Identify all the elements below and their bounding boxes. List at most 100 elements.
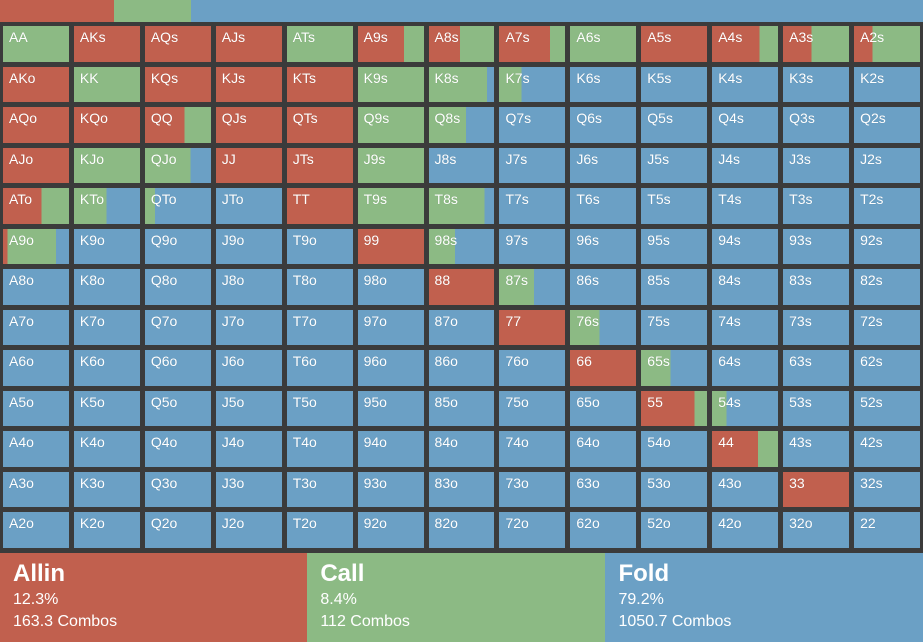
hand-cell-Q5o[interactable]: Q5o	[144, 390, 211, 427]
hand-cell-KJs[interactable]: KJs	[215, 66, 282, 103]
hand-cell-97o[interactable]: 97o	[357, 309, 424, 346]
hand-cell-Q6o[interactable]: Q6o	[144, 350, 211, 386]
hand-cell-Q7s[interactable]: Q7s	[499, 107, 566, 143]
hand-cell-T4o[interactable]: T4o	[286, 431, 353, 467]
hand-cell-K5s[interactable]: K5s	[641, 66, 708, 103]
hand-cell-83s[interactable]: 83s	[783, 269, 850, 305]
hand-cell-54s[interactable]: 54s	[712, 390, 779, 427]
hand-cell-ATs[interactable]: ATs	[286, 26, 353, 62]
hand-cell-A6o[interactable]: A6o	[3, 350, 69, 386]
hand-cell-ATo[interactable]: ATo	[3, 188, 69, 224]
hand-cell-75o[interactable]: 75o	[499, 390, 566, 427]
hand-cell-Q2o[interactable]: Q2o	[144, 512, 211, 548]
hand-cell-52o[interactable]: 52o	[641, 512, 708, 548]
hand-cell-Q3s[interactable]: Q3s	[783, 107, 850, 143]
hand-cell-92s[interactable]: 92s	[854, 228, 920, 265]
hand-cell-K7s[interactable]: K7s	[499, 66, 566, 103]
hand-cell-T6s[interactable]: T6s	[570, 188, 637, 224]
hand-cell-QTs[interactable]: QTs	[286, 107, 353, 143]
hand-cell-QJo[interactable]: QJo	[144, 147, 211, 184]
hand-cell-98s[interactable]: 98s	[428, 228, 495, 265]
hand-cell-82s[interactable]: 82s	[854, 269, 920, 305]
hand-cell-K9s[interactable]: K9s	[357, 66, 424, 103]
hand-cell-AA[interactable]: AA	[3, 26, 69, 62]
hand-cell-A2o[interactable]: A2o	[3, 512, 69, 548]
hand-cell-Q8s[interactable]: Q8s	[428, 107, 495, 143]
hand-cell-72o[interactable]: 72o	[499, 512, 566, 548]
hand-cell-44[interactable]: 44	[712, 431, 779, 467]
hand-cell-77[interactable]: 77	[499, 309, 566, 346]
hand-cell-AQs[interactable]: AQs	[144, 26, 211, 62]
hand-cell-Q9s[interactable]: Q9s	[357, 107, 424, 143]
hand-cell-A8o[interactable]: A8o	[3, 269, 69, 305]
hand-cell-J4s[interactable]: J4s	[712, 147, 779, 184]
hand-cell-Q8o[interactable]: Q8o	[144, 269, 211, 305]
hand-cell-T8o[interactable]: T8o	[286, 269, 353, 305]
hand-cell-Q4o[interactable]: Q4o	[144, 431, 211, 467]
hand-cell-55[interactable]: 55	[641, 390, 708, 427]
hand-cell-J6s[interactable]: J6s	[570, 147, 637, 184]
hand-cell-53s[interactable]: 53s	[783, 390, 850, 427]
hand-cell-Q2s[interactable]: Q2s	[854, 107, 920, 143]
hand-cell-AKo[interactable]: AKo	[3, 66, 69, 103]
hand-cell-66[interactable]: 66	[570, 350, 637, 386]
hand-cell-J8o[interactable]: J8o	[215, 269, 282, 305]
hand-cell-J5o[interactable]: J5o	[215, 390, 282, 427]
hand-cell-T3s[interactable]: T3s	[783, 188, 850, 224]
hand-cell-KQs[interactable]: KQs	[144, 66, 211, 103]
hand-cell-KTo[interactable]: KTo	[73, 188, 140, 224]
hand-cell-A7s[interactable]: A7s	[499, 26, 566, 62]
hand-cell-T4s[interactable]: T4s	[712, 188, 779, 224]
hand-cell-92o[interactable]: 92o	[357, 512, 424, 548]
hand-cell-Q9o[interactable]: Q9o	[144, 228, 211, 265]
hand-cell-Q5s[interactable]: Q5s	[641, 107, 708, 143]
hand-cell-T3o[interactable]: T3o	[286, 471, 353, 508]
hand-cell-A7o[interactable]: A7o	[3, 309, 69, 346]
hand-cell-33[interactable]: 33	[783, 471, 850, 508]
hand-cell-87o[interactable]: 87o	[428, 309, 495, 346]
hand-cell-K3o[interactable]: K3o	[73, 471, 140, 508]
hand-cell-63o[interactable]: 63o	[570, 471, 637, 508]
hand-cell-72s[interactable]: 72s	[854, 309, 920, 346]
hand-cell-85s[interactable]: 85s	[641, 269, 708, 305]
hand-cell-J8s[interactable]: J8s	[428, 147, 495, 184]
hand-cell-J2o[interactable]: J2o	[215, 512, 282, 548]
hand-cell-82o[interactable]: 82o	[428, 512, 495, 548]
hand-cell-Q6s[interactable]: Q6s	[570, 107, 637, 143]
hand-cell-65s[interactable]: 65s	[641, 350, 708, 386]
hand-cell-32s[interactable]: 32s	[854, 471, 920, 508]
hand-cell-A3o[interactable]: A3o	[3, 471, 69, 508]
hand-cell-J7o[interactable]: J7o	[215, 309, 282, 346]
hand-cell-98o[interactable]: 98o	[357, 269, 424, 305]
hand-cell-KTs[interactable]: KTs	[286, 66, 353, 103]
hand-cell-JTo[interactable]: JTo	[215, 188, 282, 224]
hand-cell-K8s[interactable]: K8s	[428, 66, 495, 103]
hand-cell-K6o[interactable]: K6o	[73, 350, 140, 386]
hand-cell-62o[interactable]: 62o	[570, 512, 637, 548]
hand-cell-65o[interactable]: 65o	[570, 390, 637, 427]
hand-cell-52s[interactable]: 52s	[854, 390, 920, 427]
hand-cell-86o[interactable]: 86o	[428, 350, 495, 386]
hand-cell-Q3o[interactable]: Q3o	[144, 471, 211, 508]
hand-cell-K5o[interactable]: K5o	[73, 390, 140, 427]
hand-cell-85o[interactable]: 85o	[428, 390, 495, 427]
hand-cell-43o[interactable]: 43o	[712, 471, 779, 508]
hand-cell-62s[interactable]: 62s	[854, 350, 920, 386]
hand-cell-64o[interactable]: 64o	[570, 431, 637, 467]
hand-cell-K7o[interactable]: K7o	[73, 309, 140, 346]
hand-cell-AJs[interactable]: AJs	[215, 26, 282, 62]
hand-cell-73s[interactable]: 73s	[783, 309, 850, 346]
hand-cell-84o[interactable]: 84o	[428, 431, 495, 467]
hand-cell-A6s[interactable]: A6s	[570, 26, 637, 62]
hand-cell-T7o[interactable]: T7o	[286, 309, 353, 346]
hand-cell-JJ[interactable]: JJ	[215, 147, 282, 184]
hand-cell-A5o[interactable]: A5o	[3, 390, 69, 427]
hand-cell-A4o[interactable]: A4o	[3, 431, 69, 467]
hand-cell-Q7o[interactable]: Q7o	[144, 309, 211, 346]
hand-cell-K8o[interactable]: K8o	[73, 269, 140, 305]
hand-cell-83o[interactable]: 83o	[428, 471, 495, 508]
hand-cell-T5s[interactable]: T5s	[641, 188, 708, 224]
hand-cell-A2s[interactable]: A2s	[854, 26, 920, 62]
hand-cell-96s[interactable]: 96s	[570, 228, 637, 265]
hand-cell-KQo[interactable]: KQo	[73, 107, 140, 143]
